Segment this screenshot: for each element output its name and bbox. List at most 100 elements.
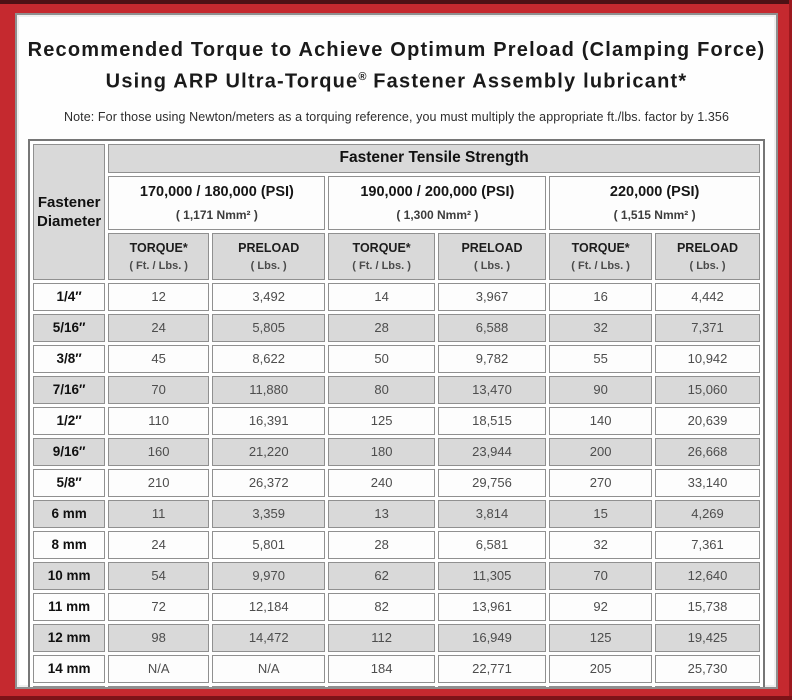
fastener-diameter-cell: 9/16″ bbox=[33, 437, 106, 466]
fastener-diameter-cell: 14 mm bbox=[33, 654, 106, 683]
psi-group-170-180: 170,000 / 180,000 (PSI) ( 1,171 Nmm² ) bbox=[108, 175, 326, 230]
preload-value-cell: 29,664 bbox=[437, 685, 547, 687]
torque-value-cell: 55 bbox=[549, 344, 653, 373]
preload-value-cell: 9,970 bbox=[211, 561, 326, 590]
preload-value-cell: 33,140 bbox=[655, 468, 760, 497]
preload-column-header: PRELOAD ( Lbs. ) bbox=[437, 232, 547, 280]
preload-value-cell: 23,944 bbox=[437, 437, 547, 466]
torque-table: Fastener Diameter Fastener Tensile Stren… bbox=[28, 138, 765, 687]
torque-value-cell: 184 bbox=[328, 654, 435, 683]
table-row: 11 mm 72 12,184 82 13,961 92 15,738 bbox=[33, 592, 760, 621]
document-panel: Recommended Torque to Achieve Optimum Pr… bbox=[15, 13, 778, 689]
preload-value-cell: 16,949 bbox=[437, 623, 547, 652]
preload-value-cell: 3,359 bbox=[211, 499, 326, 528]
preload-value-cell: 25,730 bbox=[655, 654, 760, 683]
torque-value-cell: 24 bbox=[108, 313, 209, 342]
tensile-strength-row: Fastener Diameter Fastener Tensile Stren… bbox=[33, 143, 760, 280]
preload-value-cell: 10,942 bbox=[655, 344, 760, 373]
table-row: 14 mm N/A N/A 184 22,771 205 25,730 bbox=[33, 654, 760, 683]
registered-trademark-symbol: ® bbox=[358, 71, 367, 83]
preload-value-cell: 29,756 bbox=[437, 468, 547, 497]
torque-value-cell: 240 bbox=[328, 468, 435, 497]
fastener-diameter-cell: 12 mm bbox=[33, 623, 106, 652]
torque-value-cell: 125 bbox=[549, 623, 653, 652]
torque-value-cell: 98 bbox=[108, 623, 209, 652]
torque-value-cell: 72 bbox=[108, 592, 209, 621]
torque-value-cell: 28 bbox=[328, 530, 435, 559]
preload-value-cell: 9,782 bbox=[437, 344, 547, 373]
preload-value-cell: 4,269 bbox=[655, 499, 760, 528]
torque-value-cell: 62 bbox=[328, 561, 435, 590]
table-row: 9/16″ 160 21,220 180 23,944 200 26,668 bbox=[33, 437, 760, 466]
preload-value-cell: 7,361 bbox=[655, 530, 760, 559]
preload-value-cell: 21,220 bbox=[211, 437, 326, 466]
column-header-row: TORQUE* ( Ft. / Lbs. ) PRELOAD ( Lbs. ) … bbox=[33, 232, 760, 280]
preload-value-cell: 16,391 bbox=[211, 406, 326, 435]
preload-value-cell: 13,470 bbox=[437, 375, 547, 404]
preload-value-cell: 18,515 bbox=[437, 406, 547, 435]
torque-value-cell: N/A bbox=[108, 654, 209, 683]
preload-value-cell: 19,425 bbox=[655, 623, 760, 652]
table-row: 8 mm 24 5,801 28 6,581 32 7,361 bbox=[33, 530, 760, 559]
torque-value-cell: 45 bbox=[108, 344, 209, 373]
table-row: 1/2″ 110 16,391 125 18,515 140 20,639 bbox=[33, 406, 760, 435]
torque-value-cell: 16 bbox=[549, 282, 653, 311]
preload-value-cell: 11,305 bbox=[437, 561, 547, 590]
preload-value-cell: 3,814 bbox=[437, 499, 547, 528]
torque-table-container: Fastener Diameter Fastener Tensile Stren… bbox=[17, 124, 776, 687]
preload-column-header: PRELOAD ( Lbs. ) bbox=[211, 232, 326, 280]
preload-value-cell: 26,372 bbox=[211, 468, 326, 497]
preload-value-cell: 26,668 bbox=[655, 437, 760, 466]
psi-group-220: 220,000 (PSI) ( 1,515 Nmm² ) bbox=[549, 175, 760, 230]
torque-value-cell: 11 bbox=[108, 499, 209, 528]
title-line2: Using ARP Ultra-Torque® Fastener Assembl… bbox=[105, 70, 688, 93]
table-row: 6 mm 11 3,359 13 3,814 15 4,269 bbox=[33, 499, 760, 528]
psi-group-190-200: 190,000 / 200,000 (PSI) ( 1,300 Nmm² ) bbox=[328, 175, 547, 230]
torque-value-cell: 244 bbox=[328, 685, 435, 687]
frame-top-edge bbox=[0, 0, 792, 4]
preload-value-cell: 33,519 bbox=[655, 685, 760, 687]
preload-value-cell: 5,801 bbox=[211, 530, 326, 559]
preload-value-cell: 11,880 bbox=[211, 375, 326, 404]
torque-value-cell: 110 bbox=[108, 406, 209, 435]
tensile-strength-header: Fastener Tensile Strength bbox=[108, 143, 760, 173]
table-row: 5/8″ 210 26,372 240 29,756 270 33,140 bbox=[33, 468, 760, 497]
torque-value-cell: 70 bbox=[549, 561, 653, 590]
preload-value-cell: 3,492 bbox=[211, 282, 326, 311]
torque-value-cell: 112 bbox=[328, 623, 435, 652]
fastener-diameter-header: Fastener Diameter bbox=[33, 143, 106, 280]
fastener-diameter-cell: 11 mm bbox=[33, 592, 106, 621]
table-row: 10 mm 54 9,970 62 11,305 70 12,640 bbox=[33, 561, 760, 590]
torque-column-header: TORQUE* ( Ft. / Lbs. ) bbox=[328, 232, 435, 280]
torque-value-cell: 15 bbox=[549, 499, 653, 528]
torque-value-cell: 80 bbox=[328, 375, 435, 404]
fastener-diameter-cell: 7/16″ bbox=[33, 375, 106, 404]
psi-group-row: 170,000 / 180,000 (PSI) ( 1,171 Nmm² ) 1… bbox=[33, 175, 760, 230]
conversion-note: Note: For those using Newton/meters as a… bbox=[63, 109, 729, 124]
fastener-diameter-cell: 6 mm bbox=[33, 499, 106, 528]
torque-value-cell: 160 bbox=[108, 437, 209, 466]
preload-value-cell: 13,961 bbox=[437, 592, 547, 621]
preload-value-cell: 15,060 bbox=[655, 375, 760, 404]
torque-value-cell: 28 bbox=[328, 313, 435, 342]
fastener-diameter-cell: 5/8″ bbox=[33, 468, 106, 497]
torque-value-cell: 92 bbox=[549, 592, 653, 621]
preload-value-cell: 6,581 bbox=[437, 530, 547, 559]
preload-value-cell: 12,640 bbox=[655, 561, 760, 590]
torque-column-header: TORQUE* ( Ft. / Lbs. ) bbox=[108, 232, 209, 280]
preload-value-cell: 8,622 bbox=[211, 344, 326, 373]
table-row: 12 mm 98 14,472 112 16,949 125 19,425 bbox=[33, 623, 760, 652]
torque-value-cell: 180 bbox=[328, 437, 435, 466]
preload-value-cell: N/A bbox=[211, 685, 326, 687]
preload-value-cell: 4,442 bbox=[655, 282, 760, 311]
preload-column-header: PRELOAD ( Lbs. ) bbox=[655, 232, 760, 280]
torque-value-cell: 32 bbox=[549, 313, 653, 342]
table-row: 16 mm N/A N/A 244 29,664 272 33,519 bbox=[33, 685, 760, 687]
torque-column-header: TORQUE* ( Ft. / Lbs. ) bbox=[549, 232, 653, 280]
frame-bottom-edge bbox=[0, 696, 792, 700]
torque-value-cell: 210 bbox=[108, 468, 209, 497]
table-row: 5/16″ 24 5,805 28 6,588 32 7,371 bbox=[33, 313, 760, 342]
torque-value-cell: 125 bbox=[328, 406, 435, 435]
torque-value-cell: 140 bbox=[549, 406, 653, 435]
